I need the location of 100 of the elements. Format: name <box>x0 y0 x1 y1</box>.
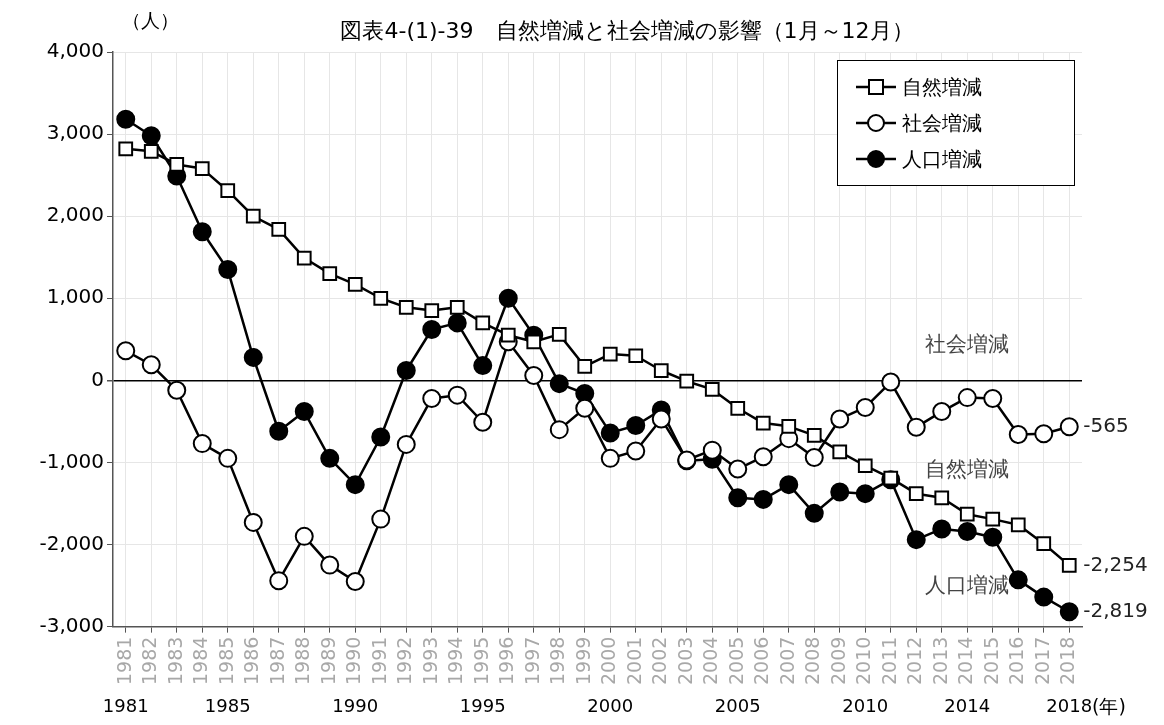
point <box>116 109 136 129</box>
x2-tick-label: 1983 <box>163 636 186 686</box>
y-tick-label: 2,000 <box>46 202 104 227</box>
point <box>396 361 416 381</box>
x-axis-title: (年) <box>1092 694 1126 719</box>
point <box>806 428 822 443</box>
x2-tick-label: 2000 <box>597 636 620 686</box>
point <box>551 327 567 342</box>
point <box>141 355 161 375</box>
point <box>600 448 620 468</box>
point <box>422 388 442 408</box>
point <box>141 126 161 146</box>
point <box>500 327 516 343</box>
point <box>602 346 618 362</box>
legend-label: 人口増減 <box>902 145 982 173</box>
x2-tick-label: 2016 <box>1005 636 1028 686</box>
point <box>626 441 646 461</box>
x2-tick-label: 1981 <box>112 636 135 686</box>
x-tick-label: 1981 <box>102 695 149 717</box>
point <box>169 157 185 172</box>
point <box>245 208 261 224</box>
y-tick-label: -1,000 <box>39 448 104 473</box>
x-tick-label: 1990 <box>332 695 379 717</box>
point <box>473 412 493 432</box>
text: 人口増減 <box>925 572 1010 597</box>
point <box>728 459 748 479</box>
point <box>398 299 414 315</box>
point <box>345 475 365 495</box>
x2-tick-label: 2017 <box>1030 636 1053 686</box>
point <box>934 490 950 506</box>
point <box>422 319 442 339</box>
point <box>192 222 212 242</box>
point <box>347 276 363 292</box>
x-tick-label: 1995 <box>459 695 506 717</box>
x-tick-label: 2014 <box>944 695 991 717</box>
point <box>524 365 544 385</box>
point <box>294 402 314 422</box>
data-label: -2,819 <box>1083 597 1148 622</box>
point <box>296 250 312 266</box>
x-tick-label: 2010 <box>842 695 889 717</box>
x2-tick-label: 2009 <box>826 636 849 686</box>
point <box>753 489 773 509</box>
x2-tick-label: 2013 <box>928 636 951 686</box>
point <box>269 421 289 441</box>
point <box>626 416 646 436</box>
point <box>575 398 595 418</box>
legend-label: 社会増減 <box>902 109 982 137</box>
x2-tick-label: 1989 <box>316 636 339 686</box>
point <box>755 415 771 431</box>
x2-tick-label: 2003 <box>673 636 696 686</box>
point <box>957 388 977 408</box>
x2-tick-label: 1982 <box>138 636 161 686</box>
x2-tick-label: 1998 <box>546 636 569 686</box>
point <box>577 359 593 374</box>
x2-tick-label: 1994 <box>444 636 467 686</box>
point <box>194 161 210 176</box>
point <box>396 434 416 454</box>
point <box>730 400 746 416</box>
point <box>116 341 136 361</box>
x2-tick-label: 2005 <box>724 636 747 686</box>
x2-tick-label: 2006 <box>750 636 773 686</box>
point <box>218 260 238 280</box>
point <box>269 571 289 591</box>
x2-tick-label: 2010 <box>852 636 875 686</box>
chart-title: 図表4-(1)-39 自然増減と社会増減の影響（1月～12月） <box>340 18 914 43</box>
point <box>1034 587 1054 607</box>
point <box>143 143 159 159</box>
x2-tick-label: 2012 <box>903 636 926 686</box>
point <box>932 402 952 422</box>
point <box>1008 570 1028 590</box>
point <box>753 447 773 467</box>
x2-tick-label: 1985 <box>214 636 237 686</box>
point <box>1059 417 1079 437</box>
y-tick-label: 1,000 <box>46 284 104 309</box>
x2-tick-label: 2007 <box>775 636 798 686</box>
y-tick-label: -2,000 <box>39 530 104 555</box>
point <box>728 488 748 508</box>
point <box>447 313 467 333</box>
point <box>959 506 975 522</box>
point <box>653 363 669 378</box>
point <box>498 288 518 308</box>
point <box>702 440 722 460</box>
point <box>549 374 569 394</box>
point <box>830 482 850 502</box>
x2-tick-label: 1999 <box>571 636 594 686</box>
point <box>294 526 314 546</box>
point <box>167 380 187 400</box>
point <box>1010 517 1026 533</box>
point <box>957 521 977 541</box>
x2-tick-label: 1995 <box>469 636 492 686</box>
point <box>118 141 134 157</box>
x2-tick-label: 2015 <box>979 636 1002 686</box>
x2-tick-label: 1987 <box>265 636 288 686</box>
x-tick-label: 2005 <box>714 695 761 717</box>
point <box>832 444 848 460</box>
x2-tick-label: 2011 <box>877 636 900 686</box>
x2-tick-label: 2004 <box>699 636 722 686</box>
point <box>371 427 391 447</box>
point <box>1036 536 1052 552</box>
point <box>243 512 263 532</box>
